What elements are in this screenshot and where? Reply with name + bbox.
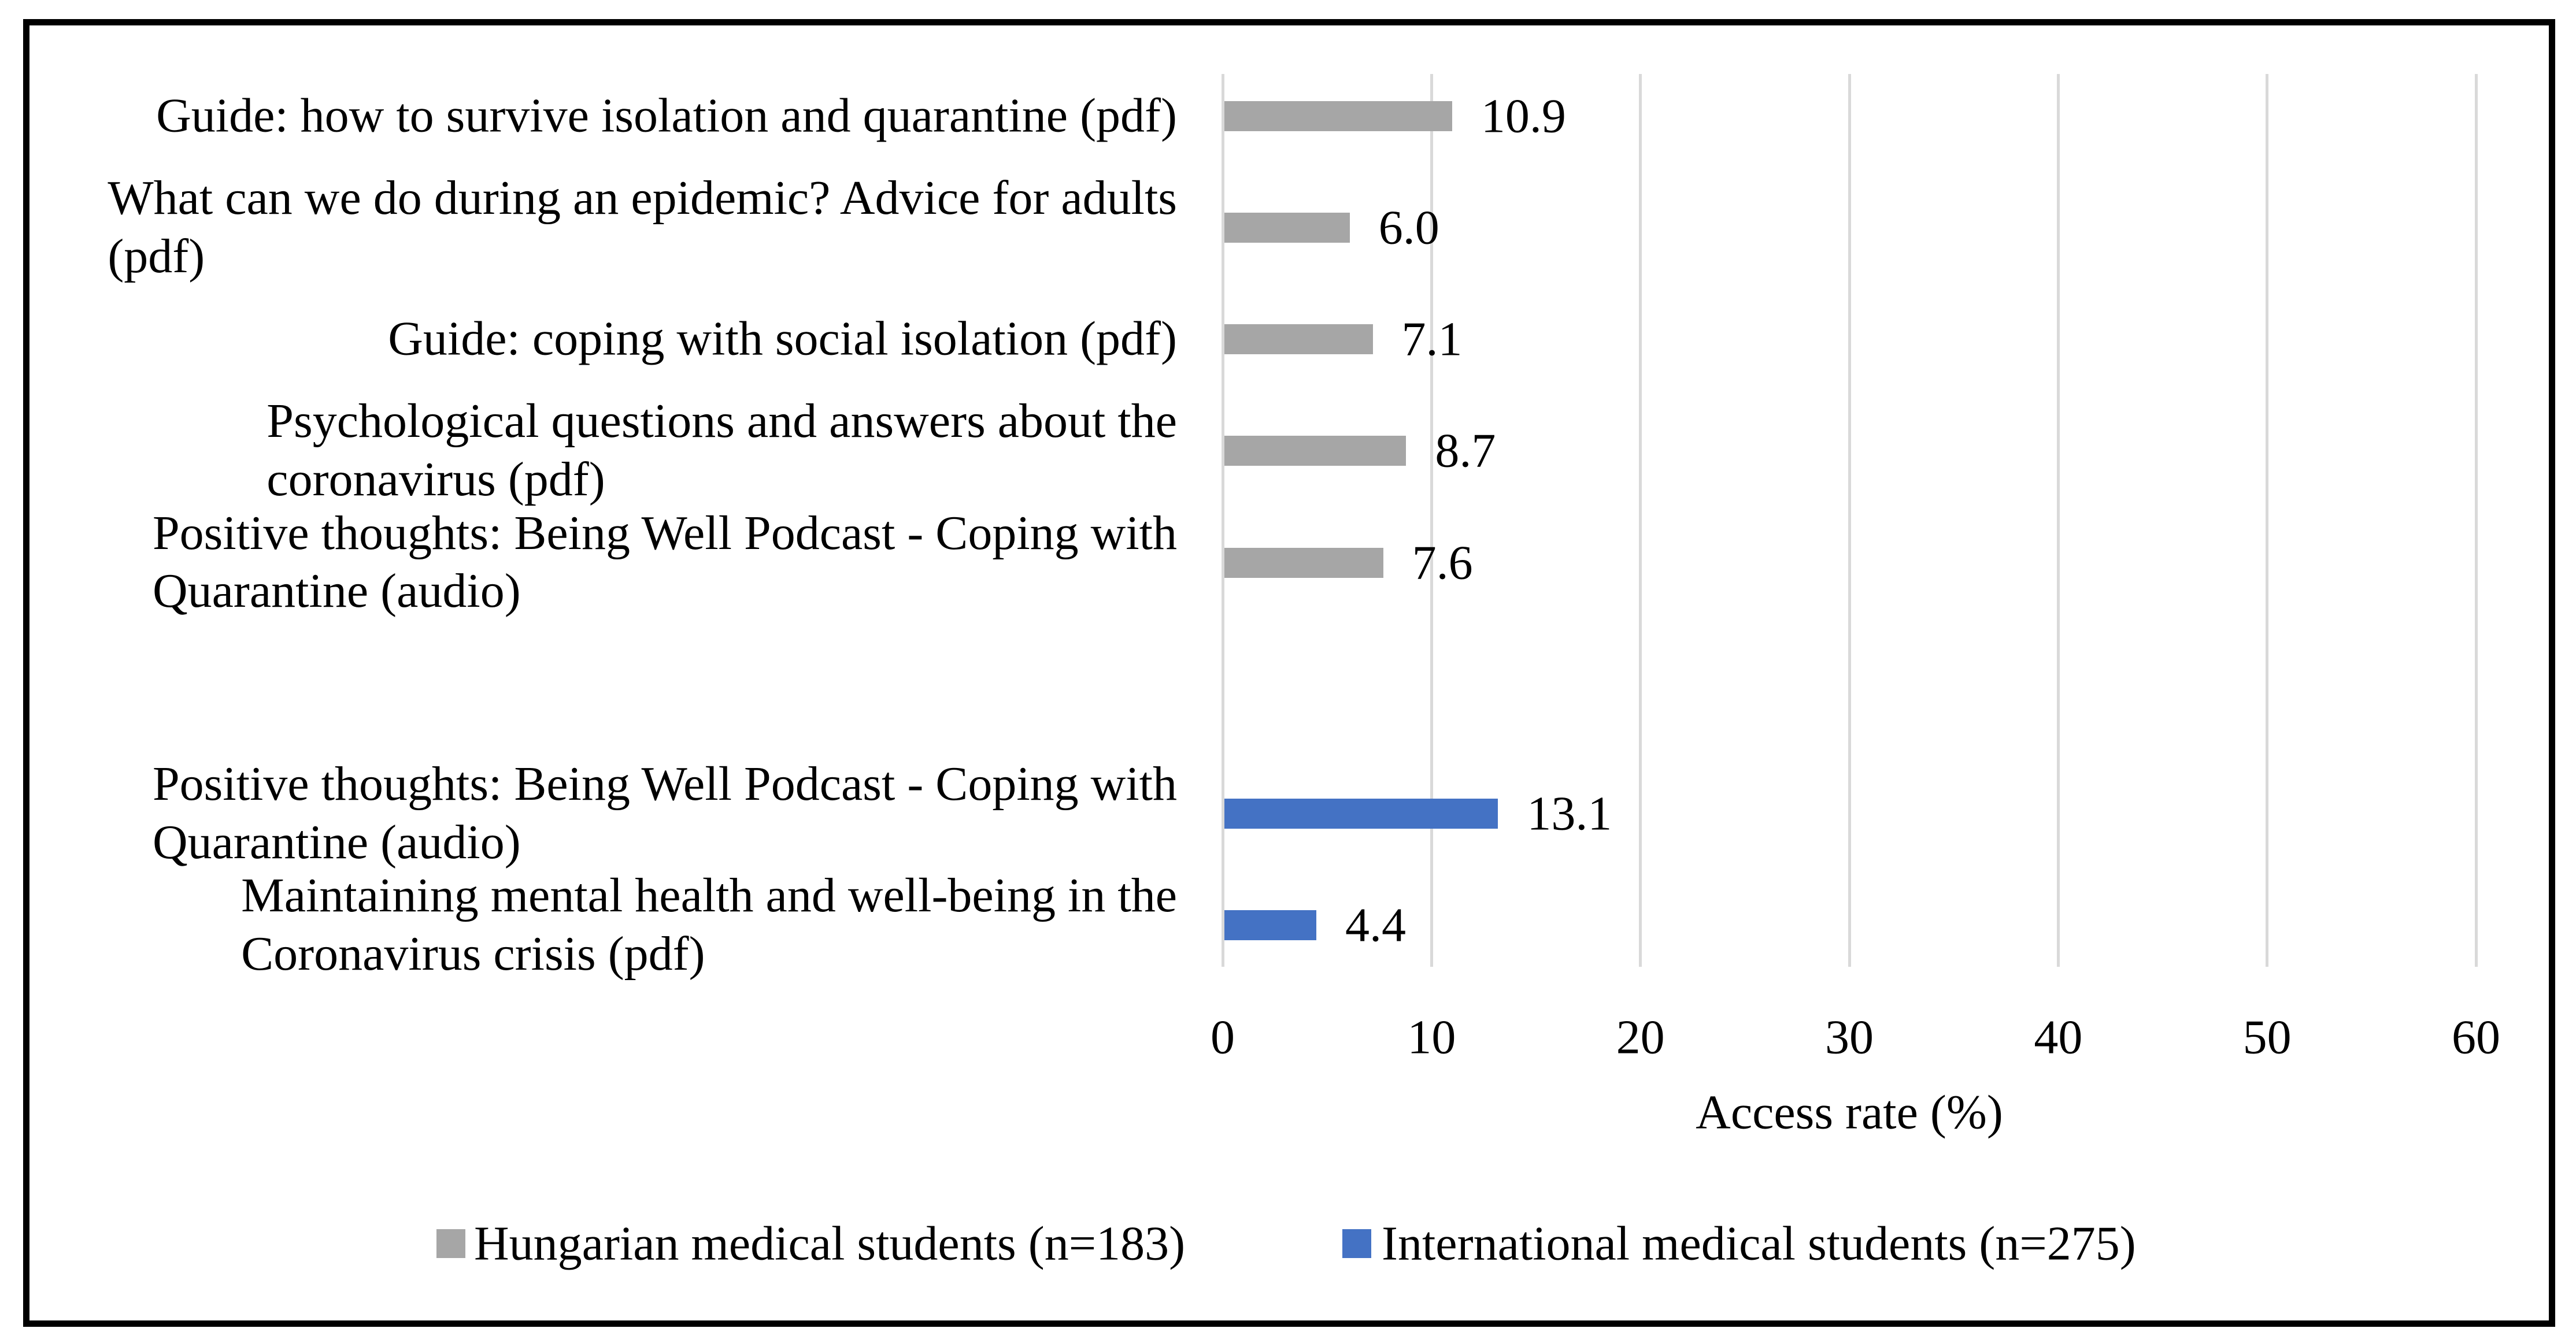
gridline-x-20 [1639, 74, 1642, 967]
value-label-0: 10.9 [1481, 89, 1566, 143]
category-label-3: Psychological questions and answers abou… [267, 394, 1177, 507]
category-label-7: Maintaining mental health and well-being… [241, 869, 1177, 981]
legend-label-international: International medical students (n=275) [1382, 1216, 2136, 1271]
x-tick-label-50: 50 [2242, 1010, 2292, 1064]
legend-swatch-international [1342, 1229, 1371, 1258]
gridline-x-10 [1430, 74, 1433, 967]
value-label-2: 7.1 [1401, 312, 1463, 366]
bar-hungarian-0 [1224, 101, 1452, 131]
category-label-2: Guide: coping with social isolation (pdf… [388, 311, 1177, 366]
gridline-x-50 [2266, 74, 2269, 967]
category-label-6: Positive thoughts: Being Well Podcast - … [152, 756, 1177, 869]
bar-hungarian-4 [1224, 547, 1383, 578]
x-axis-title: Access rate (%) [1696, 1085, 2003, 1140]
gridline-x-0 [1221, 74, 1224, 967]
bar-hungarian-2 [1224, 324, 1373, 355]
category-label-4: Positive thoughts: Being Well Podcast - … [152, 506, 1177, 618]
x-tick-label-10: 10 [1407, 1010, 1456, 1064]
x-tick-label-40: 40 [2034, 1010, 2083, 1064]
legend-swatch-hungarian [436, 1229, 465, 1258]
bar-international-7 [1224, 910, 1316, 940]
legend-label-hungarian: Hungarian medical students (n=183) [474, 1216, 1186, 1271]
x-tick-label-0: 0 [1211, 1010, 1235, 1064]
value-label-1: 6.0 [1378, 201, 1439, 255]
value-label-4: 7.6 [1412, 536, 1473, 589]
category-label-1: What can we do during an epidemic? Advic… [108, 171, 1177, 284]
gridline-x-30 [1848, 74, 1851, 967]
x-tick-label-60: 60 [2452, 1010, 2500, 1064]
bar-hungarian-1 [1224, 213, 1350, 243]
bar-hungarian-3 [1224, 436, 1407, 466]
bar-international-6 [1224, 798, 1498, 829]
value-label-7: 4.4 [1345, 898, 1406, 952]
gridline-x-60 [2474, 74, 2478, 967]
x-tick-label-20: 20 [1616, 1010, 1665, 1064]
value-label-3: 8.7 [1435, 424, 1496, 478]
category-label-0: Guide: how to survive isolation and quar… [156, 88, 1177, 143]
gridline-x-40 [2056, 74, 2060, 967]
x-tick-label-30: 30 [1825, 1010, 1874, 1064]
value-label-6: 13.1 [1527, 786, 1612, 841]
